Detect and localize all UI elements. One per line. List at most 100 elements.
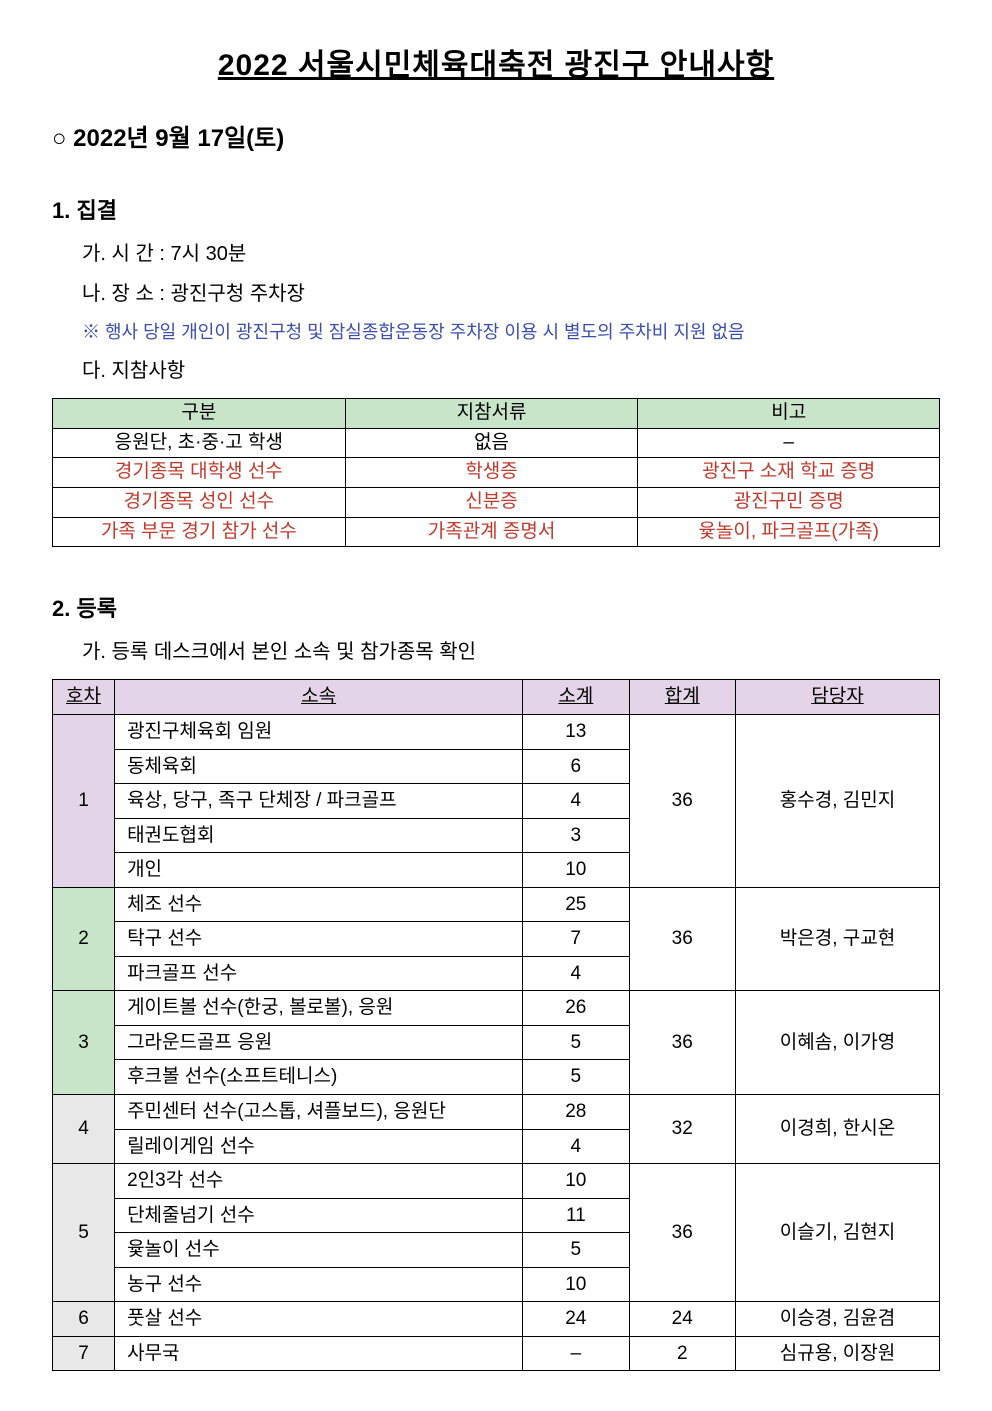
t1-h0: 구분 [53,399,346,429]
documents-table: 구분 지참서류 비고 응원단, 초·중·고 학생없음–경기종목 대학생 선수학생… [52,398,940,547]
page-title: 2022 서울시민체육대축전 광진구 안내사항 [52,40,940,84]
subtotal-cell: 26 [523,991,629,1026]
s1-item-b: 나. 장 소 : 광진구청 주차장 [82,279,940,309]
affiliation-cell: 파크골프 선수 [115,956,523,991]
t2-h1: 소속 [115,680,523,715]
table-cell: 경기종목 대학생 선수 [53,458,346,488]
affiliation-cell: 단체줄넘기 선수 [115,1198,523,1233]
table-cell: 학생증 [345,458,638,488]
s1-note: ※ 행사 당일 개인이 광진구청 및 잠실종합운동장 주차장 이용 시 별도의 … [82,319,940,346]
t2-h2: 소계 [523,680,629,715]
affiliation-cell: 동체육회 [115,749,523,784]
table-row: 2체조 선수2536박은경, 구교현 [53,887,940,922]
affiliation-cell: 그라운드골프 응원 [115,1025,523,1060]
table-cell: 없음 [345,428,638,458]
affiliation-cell: 게이트볼 선수(한궁, 볼로볼), 응원 [115,991,523,1026]
s1-item-c: 다. 지참사항 [82,356,940,386]
managers-cell: 박은경, 구교현 [735,887,939,991]
managers-cell: 이슬기, 김현지 [735,1164,939,1302]
affiliation-cell: 주민센터 선수(고스톱, 셔플보드), 응원단 [115,1095,523,1130]
subtotal-cell: 4 [523,956,629,991]
table-cell: 광진구 소재 학교 증명 [638,458,940,488]
subtotal-cell: 5 [523,1060,629,1095]
bus-table: 호차 소속 소계 합계 담당자 1광진구체육회 임원1336홍수경, 김민지동체… [52,679,940,1371]
table-cell: 가족관계 증명서 [345,517,638,547]
s1-item-a: 가. 시 간 : 7시 30분 [82,239,940,269]
affiliation-cell: 윷놀이 선수 [115,1233,523,1268]
managers-cell: 이경희, 한시온 [735,1095,939,1164]
subtotal-cell: 25 [523,887,629,922]
bus-number-cell: 1 [53,714,115,887]
affiliation-cell: 육상, 당구, 족구 단체장 / 파크골프 [115,784,523,819]
affiliation-cell: 2인3각 선수 [115,1164,523,1199]
total-cell: 36 [629,714,735,887]
managers-cell: 이승경, 김윤겸 [735,1302,939,1337]
bus-number-cell: 7 [53,1336,115,1371]
affiliation-cell: 개인 [115,853,523,888]
total-cell: 24 [629,1302,735,1337]
subtotal-cell: 6 [523,749,629,784]
subtotal-cell: 28 [523,1095,629,1130]
t1-h2: 비고 [638,399,940,429]
table-row: 가족 부문 경기 참가 선수가족관계 증명서윷놀이, 파크골프(가족) [53,517,940,547]
t1-h1: 지참서류 [345,399,638,429]
bus-number-cell: 4 [53,1095,115,1164]
table-row: 52인3각 선수1036이슬기, 김현지 [53,1164,940,1199]
managers-cell: 이혜솜, 이가영 [735,991,939,1095]
table-cell: 경기종목 성인 선수 [53,488,346,518]
table-row: 7사무국–2심규용, 이장원 [53,1336,940,1371]
affiliation-cell: 릴레이게임 선수 [115,1129,523,1164]
subtotal-cell: 10 [523,1164,629,1199]
total-cell: 32 [629,1095,735,1164]
table-cell: – [638,428,940,458]
subtotal-cell: 11 [523,1198,629,1233]
t2-h4: 담당자 [735,680,939,715]
managers-cell: 심규용, 이장원 [735,1336,939,1371]
bus-number-cell: 5 [53,1164,115,1302]
affiliation-cell: 체조 선수 [115,887,523,922]
managers-cell: 홍수경, 김민지 [735,714,939,887]
s2-item-a: 가. 등록 데스크에서 본인 소속 및 참가종목 확인 [82,637,940,667]
subtotal-cell: 5 [523,1025,629,1060]
table-cell: 가족 부문 경기 참가 선수 [53,517,346,547]
table-cell: 윷놀이, 파크골프(가족) [638,517,940,547]
subtotal-cell: 4 [523,1129,629,1164]
table-cell: 응원단, 초·중·고 학생 [53,428,346,458]
t2-h0: 호차 [53,680,115,715]
bus-number-cell: 3 [53,991,115,1095]
subtotal-cell: 13 [523,714,629,749]
table-cell: 신분증 [345,488,638,518]
table-row: 경기종목 대학생 선수학생증광진구 소재 학교 증명 [53,458,940,488]
affiliation-cell: 사무국 [115,1336,523,1371]
subtotal-cell: 7 [523,922,629,957]
total-cell: 36 [629,887,735,991]
table-row: 4주민센터 선수(고스톱, 셔플보드), 응원단2832이경희, 한시온 [53,1095,940,1130]
affiliation-cell: 농구 선수 [115,1267,523,1302]
table-cell: 광진구민 증명 [638,488,940,518]
section2-heading: 2. 등록 [52,591,940,623]
affiliation-cell: 광진구체육회 임원 [115,714,523,749]
table-row: 1광진구체육회 임원1336홍수경, 김민지 [53,714,940,749]
subtotal-cell: 10 [523,1267,629,1302]
t2-h3: 합계 [629,680,735,715]
bus-number-cell: 6 [53,1302,115,1337]
affiliation-cell: 태권도협회 [115,818,523,853]
subtotal-cell: – [523,1336,629,1371]
subtotal-cell: 4 [523,784,629,819]
subtotal-cell: 24 [523,1302,629,1337]
subtotal-cell: 3 [523,818,629,853]
affiliation-cell: 풋살 선수 [115,1302,523,1337]
total-cell: 2 [629,1336,735,1371]
affiliation-cell: 탁구 선수 [115,922,523,957]
table-row: 응원단, 초·중·고 학생없음– [53,428,940,458]
subtotal-cell: 10 [523,853,629,888]
table-row: 경기종목 성인 선수신분증광진구민 증명 [53,488,940,518]
date-line: ○ 2022년 9월 17일(토) [52,118,940,153]
table-row: 3게이트볼 선수(한궁, 볼로볼), 응원2636이혜솜, 이가영 [53,991,940,1026]
total-cell: 36 [629,991,735,1095]
table-row: 6풋살 선수2424이승경, 김윤겸 [53,1302,940,1337]
bus-number-cell: 2 [53,887,115,991]
total-cell: 36 [629,1164,735,1302]
affiliation-cell: 후크볼 선수(소프트테니스) [115,1060,523,1095]
section1-heading: 1. 집결 [52,193,940,225]
